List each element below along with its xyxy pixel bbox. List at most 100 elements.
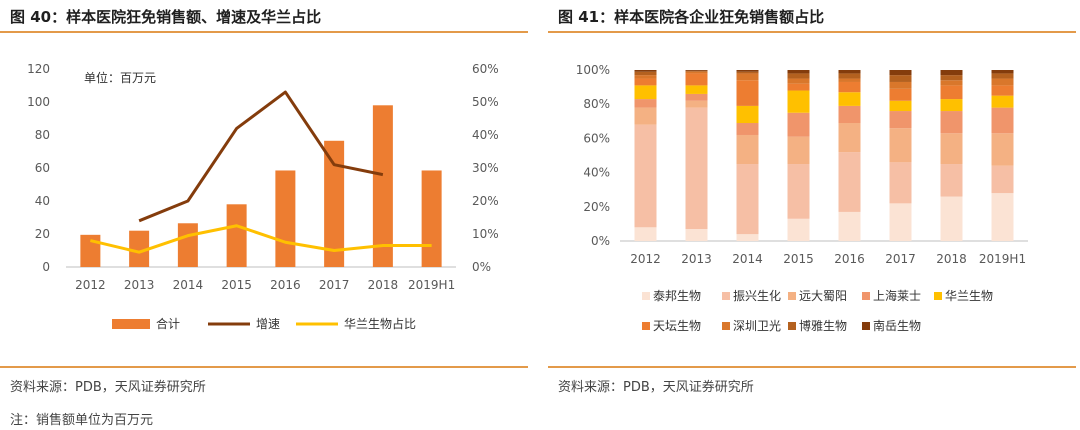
stacked-segment: [787, 218, 810, 241]
left-y-tick-label: 40: [35, 194, 50, 208]
stacked-segment: [736, 70, 759, 72]
left-chart-tick-labels: 0 20 40 60 80 100 120 0% 10% 20% 30% 40% 50% 60% 2012 2…: [27, 62, 499, 292]
stacked-segment: [736, 73, 759, 81]
stacked-segment: [991, 165, 1014, 194]
legend-label: 华兰生物: [945, 289, 993, 303]
right-x-tick-label: 2019H1: [979, 252, 1026, 266]
right-source-text: 资料来源：PDB，天风证券研究所: [558, 380, 754, 395]
left-y-tick-label: 60: [35, 161, 50, 175]
legend-label: 天坛生物: [653, 319, 701, 333]
left-y2-tick-label: 30%: [472, 161, 499, 175]
legend-label: 深圳卫光: [733, 319, 781, 333]
stacked-segment: [736, 80, 759, 106]
stacked-segment: [634, 78, 657, 86]
legend-swatch: [788, 292, 796, 300]
stacked-segment: [634, 99, 657, 108]
stacked-segment: [736, 164, 759, 235]
left-x-tick-label: 2012: [75, 278, 106, 292]
legend-label: 华兰生物占比: [344, 316, 416, 331]
stacked-segment: [889, 100, 912, 112]
right-x-tick-label: 2013: [681, 252, 712, 266]
right-figure-title: 图 41：样本医院各企业狂免销售额占比: [558, 8, 825, 26]
stacked-segment: [991, 70, 1014, 74]
stacked-segment: [889, 128, 912, 163]
right-x-tick-label: 2012: [630, 252, 661, 266]
stacked-segment: [889, 70, 912, 76]
right-title-rule: [548, 31, 1076, 33]
legend-swatch: [722, 322, 730, 330]
stacked-segment: [940, 111, 963, 134]
left-footnote: 注：销售额单位为百万元: [10, 413, 154, 428]
sales-total-bar: [226, 204, 247, 267]
stacked-segment: [787, 112, 810, 137]
stacked-segment: [838, 78, 861, 82]
stacked-segment: [685, 85, 708, 94]
sales-total-bar: [129, 230, 150, 267]
stacked-segment: [736, 123, 759, 135]
stacked-segment: [991, 107, 1014, 134]
stacked-segment: [787, 90, 810, 113]
stacked-segment: [889, 88, 912, 101]
legend-label: 博雅生物: [799, 318, 847, 333]
left-x-tick-label: 2016: [270, 278, 301, 292]
right-x-tick-label: 2018: [936, 252, 967, 266]
sales-total-bar: [177, 223, 198, 267]
stacked-segment: [736, 234, 759, 241]
stacked-segment: [787, 73, 810, 79]
right-y-tick-label: 20%: [583, 200, 610, 214]
stacked-segment: [940, 75, 963, 81]
sales-growth-combo-chart: 0 20 40 60 80 100 120 0% 10% 20% 30% 40% 50% 60% 2012 2…: [27, 62, 499, 331]
stacked-segment: [940, 99, 963, 112]
stacked-segment: [634, 71, 657, 76]
stacked-segment: [685, 73, 708, 86]
legend-label: 泰邦生物: [653, 289, 701, 303]
left-x-tick-label: 2015: [221, 278, 252, 292]
stacked-segment: [889, 203, 912, 241]
stacked-segment: [685, 93, 708, 101]
stacked-segment: [685, 107, 708, 230]
legend-swatch: [862, 292, 870, 300]
left-chart-bars: [80, 105, 442, 267]
stacked-segment: [787, 70, 810, 74]
stacked-segment: [685, 70, 708, 72]
legend-swatch: [788, 322, 796, 330]
right-y-tick-label: 0%: [591, 234, 610, 248]
stacked-segment: [838, 70, 861, 74]
stacked-segment: [991, 73, 1014, 79]
stacked-segment: [736, 71, 759, 74]
right-y-tick-label: 40%: [583, 166, 610, 180]
stacked-segment: [787, 83, 810, 91]
right-x-tick-label: 2017: [885, 252, 916, 266]
left-y2-tick-label: 60%: [472, 62, 499, 76]
right-y-tick-label: 80%: [583, 97, 610, 111]
stacked-segment: [889, 81, 912, 89]
right-figure-panel: 图 41：样本医院各企业狂免销售额占比 0% 20% 40% 60% 80% 100% 20…: [548, 0, 1076, 430]
stacked-segment: [787, 78, 810, 84]
stacked-segment: [685, 100, 708, 108]
stacked-segment: [736, 134, 759, 165]
stacked-segment: [991, 85, 1014, 96]
left-figure-panel: 图 40：样本医院狂免销售额、增速及华兰占比 0 20 40 60 80 100 120 0%…: [0, 0, 528, 430]
left-source-rule: [0, 366, 528, 368]
legend-label: 振兴生化: [733, 289, 781, 303]
left-y2-tick-label: 20%: [472, 194, 499, 208]
right-chart-tick-labels: 0% 20% 40% 60% 80% 100% 2012 2013 2014 2015 2016 20…: [576, 63, 1026, 266]
stacked-segment: [940, 196, 963, 241]
stacked-segment: [787, 136, 810, 165]
stacked-segment: [685, 229, 708, 241]
legend-swatch: [722, 292, 730, 300]
left-y2-tick-label: 0%: [472, 260, 491, 274]
growth-rate-line: [138, 90, 384, 223]
left-title-rule: [0, 31, 528, 33]
stacked-segment: [838, 152, 861, 212]
stacked-segment: [634, 107, 657, 125]
stacked-segment: [787, 164, 810, 219]
left-y-tick-label: 20: [35, 227, 50, 241]
right-x-tick-label: 2016: [834, 252, 865, 266]
stacked-segment: [634, 75, 657, 79]
stacked-segment: [940, 85, 963, 100]
left-y-tick-label: 0: [42, 260, 50, 274]
stacked-segment: [889, 111, 912, 129]
legend-label: 合计: [156, 316, 180, 331]
stacked-segment: [838, 92, 861, 106]
